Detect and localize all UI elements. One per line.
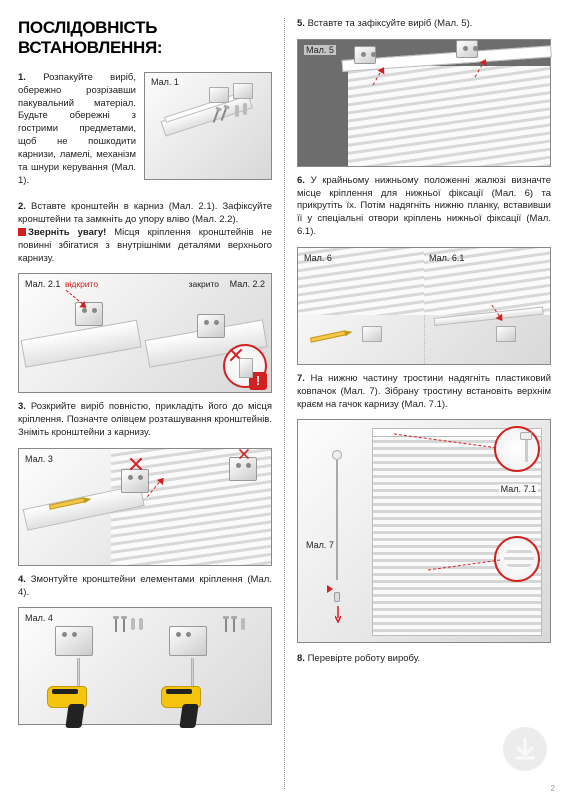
step-1-body: Розпакуйте виріб, обережно розрізавши па…: [18, 72, 136, 186]
step-3-num: 3.: [18, 401, 26, 412]
step-1-num: 1.: [18, 72, 26, 83]
figure-6: Мал. 6 Мал. 6.1: [297, 247, 551, 365]
right-column: 5. Вставте та зафіксуйте виріб (Мал. 5).…: [297, 18, 551, 789]
figure-21-label: Мал. 2.1: [25, 279, 60, 289]
column-divider: [284, 18, 285, 789]
figure-22-label: Мал. 2.2: [230, 279, 265, 289]
figure-3-label: Мал. 3: [25, 454, 53, 464]
step-7-body: На нижню частину тростини надягніть плас…: [297, 373, 551, 410]
figure-1: Мал. 1: [144, 72, 272, 180]
figure-7-label: Мал. 7: [306, 540, 334, 550]
page-title: ПОСЛІДОВНІСТЬ ВСТАНОВЛЕННЯ:: [18, 18, 272, 58]
step-6-text: 6. У крайньому нижньому положенні жалюзі…: [297, 175, 551, 239]
figure-7: Мал. 7 Мал. 7.1: [297, 419, 551, 643]
figure-1-label: Мал. 1: [151, 77, 179, 87]
page-number: 2: [551, 784, 555, 793]
step-7-text: 7. На нижню частину тростини надягніть п…: [297, 373, 551, 411]
step-5-text: 5. Вставте та зафіксуйте виріб (Мал. 5).: [297, 18, 551, 31]
close-label: закрито: [189, 279, 219, 289]
figure-61-label: Мал. 6.1: [429, 253, 464, 263]
step-8-num: 8.: [297, 653, 305, 664]
leader-lines: [298, 420, 550, 642]
figure-5-label: Мал. 5: [304, 45, 336, 55]
step-3-text: 3. Розкрийте виріб повністю, прикладіть …: [18, 401, 272, 439]
figure-3: Мал. 3: [18, 448, 272, 566]
figure-4-label: Мал. 4: [25, 613, 53, 623]
step-2-warn-label: Зверніть увагу!: [28, 227, 106, 238]
step-2-num: 2.: [18, 201, 26, 212]
step-5-body: Вставте та зафіксуйте виріб (Мал. 5).: [308, 18, 473, 29]
step-6-num: 6.: [297, 175, 305, 186]
figure-71-label: Мал. 7.1: [499, 484, 538, 494]
instruction-page: ПОСЛІДОВНІСТЬ ВСТАНОВЛЕННЯ: 1. Розпакуйт…: [0, 0, 565, 799]
step-5-num: 5.: [297, 18, 305, 29]
step-3-body: Розкрийте виріб повністю, прикладіть йог…: [18, 401, 272, 438]
step-2-text: 2. Вставте кронштейн в карниз (Мал. 2.1)…: [18, 201, 272, 265]
step-1-block: 1. Розпакуйте виріб, обережно розрізавши…: [18, 72, 272, 187]
warn-icon: [18, 228, 26, 236]
left-column: ПОСЛІДОВНІСТЬ ВСТАНОВЛЕННЯ: 1. Розпакуйт…: [18, 18, 272, 789]
figure-6-label: Мал. 6: [304, 253, 332, 263]
watermark-download-icon: [503, 727, 547, 771]
step-1-text: 1. Розпакуйте виріб, обережно розрізавши…: [18, 72, 136, 187]
open-label: відкрито: [65, 279, 98, 289]
x-mark-3a: [129, 457, 143, 471]
step-2-body: Вставте кронштейн в карниз (Мал. 2.1). З…: [18, 201, 272, 225]
step-8-text: 8. Перевірте роботу виробу.: [297, 653, 551, 666]
step-4-body: Змонтуйте кронштейни елементами кріпленн…: [18, 574, 272, 598]
step-4-text: 4. Змонтуйте кронштейни елементами кріпл…: [18, 574, 272, 600]
step-7-num: 7.: [297, 373, 305, 384]
figure-5: Мал. 5: [297, 39, 551, 167]
step-4-num: 4.: [18, 574, 26, 585]
step-6-body: У крайньому нижньому положенні жалюзі ви…: [297, 175, 551, 237]
step-8-body: Перевірте роботу виробу.: [308, 653, 421, 664]
figure-2: Мал. 2.1 відкрито закрито Мал. 2.2 !: [18, 273, 272, 393]
figure-4: Мал. 4: [18, 607, 272, 725]
x-mark-3b: [238, 448, 249, 459]
